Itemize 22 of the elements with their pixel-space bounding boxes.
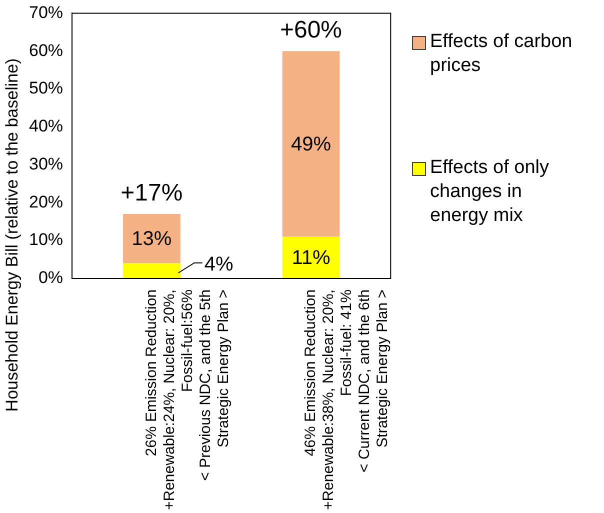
y-tick-label: 30% <box>28 154 64 174</box>
x-tick-label: 26% Emission Reduction +Renewable:24%, Nuclear: 20%, Fossil-fuel:56% < Previous NDC, and the 5th Strategic Energy Plan > <box>142 289 232 510</box>
bar <box>282 51 340 237</box>
bar <box>123 263 180 278</box>
y-tick-label: 70% <box>28 2 64 22</box>
data-label: 4% <box>204 253 234 276</box>
y-tick-label: 40% <box>28 116 64 136</box>
y-tick-label: 10% <box>28 230 64 250</box>
y-tick-label: 20% <box>28 192 64 212</box>
bar <box>123 214 180 264</box>
total-label: +17% <box>120 180 183 207</box>
total-label: +60% <box>280 16 342 44</box>
x-tick-label: 46% Emission Reduction +Renewable:38%, Nuclear: 20%, Fossil-fuel: 41% < Current NDC, and the 6th Strategic Energy Plan > <box>302 289 392 510</box>
legend-label: Effects of carbon prices <box>430 30 574 78</box>
y-tick-label: 50% <box>28 78 64 98</box>
data-label: 11% <box>292 247 330 270</box>
y-axis-title: Household Energy Bill (relative to the baseline) <box>2 58 22 412</box>
y-tick-label: 60% <box>28 40 64 60</box>
data-label: 49% <box>290 133 332 156</box>
y-tick-label: 0% <box>38 268 64 288</box>
legend-label: Effects of only changes in energy mix <box>430 156 550 228</box>
data-label: 13% <box>132 228 172 250</box>
